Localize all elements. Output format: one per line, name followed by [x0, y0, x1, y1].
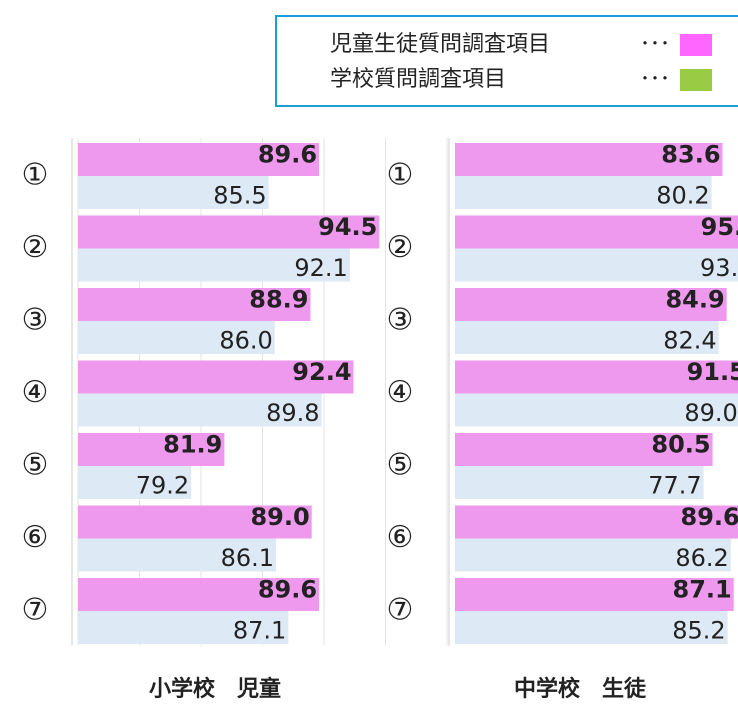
legend-dots: ･･･ [640, 32, 670, 56]
bar [78, 538, 277, 572]
bar [455, 248, 738, 282]
value-label: 91.5 [687, 358, 738, 386]
value-label: 89.8 [266, 399, 319, 427]
legend-dots: ･･･ [640, 67, 670, 91]
category-label: ③ [387, 303, 414, 338]
category-label: ② [22, 230, 49, 265]
value-label: 85.5 [213, 182, 266, 210]
value-label: 77.7 [648, 472, 701, 500]
value-label: 83.6 [661, 141, 720, 169]
bar [78, 215, 380, 249]
category-label: ① [22, 158, 49, 193]
value-label: 95.9 [701, 213, 738, 241]
category-label: ② [387, 230, 414, 265]
value-label: 81.9 [163, 431, 222, 459]
category-label: ⑤ [22, 448, 49, 483]
chart-title: 中学校 生徒 [514, 676, 647, 702]
bar [78, 360, 354, 394]
category-label: ⑥ [387, 520, 414, 555]
value-label: 85.2 [672, 617, 725, 645]
bar [455, 466, 704, 499]
value-label: 89.6 [258, 141, 317, 169]
bar [455, 611, 728, 644]
bar [455, 288, 727, 321]
value-label: 86.1 [221, 544, 274, 572]
bar [78, 143, 320, 176]
value-label: 87.1 [233, 617, 286, 645]
value-label: 87.1 [673, 576, 732, 604]
value-label: 92.1 [294, 254, 347, 282]
bar [455, 321, 719, 354]
value-label: 89.0 [684, 399, 737, 427]
category-label: ⑥ [22, 520, 49, 555]
legend-box [275, 15, 738, 107]
bar [455, 176, 712, 209]
legend-swatch [680, 34, 712, 56]
bar [455, 578, 734, 611]
bar [78, 578, 320, 611]
category-label: ③ [22, 303, 49, 338]
bar [78, 611, 289, 644]
value-label: 89.0 [250, 503, 309, 531]
value-label: 92.4 [292, 358, 351, 386]
bar [78, 288, 311, 321]
bar [455, 433, 713, 466]
category-label: ⑦ [387, 593, 414, 628]
bar [78, 393, 322, 427]
value-label: 80.5 [651, 431, 710, 459]
bar [78, 433, 225, 466]
legend-label: 児童生徒質問調査項目 [330, 32, 550, 57]
value-label: 89.6 [681, 503, 738, 531]
bar [455, 215, 738, 249]
bar [78, 176, 269, 209]
value-label: 89.6 [258, 576, 317, 604]
chart-title: 小学校 児童 [149, 676, 281, 702]
category-label: ⑦ [22, 593, 49, 628]
value-label: 94.5 [318, 213, 377, 241]
category-label: ① [387, 158, 414, 193]
legend-label: 学校質問調査項目 [330, 67, 506, 92]
bar [455, 360, 738, 394]
bar [455, 505, 738, 539]
category-label: ⑤ [387, 448, 414, 483]
bar [78, 248, 350, 282]
value-label: 84.9 [665, 286, 724, 314]
category-label: ④ [22, 375, 49, 410]
bar [455, 538, 731, 572]
bar [78, 321, 275, 354]
bar [78, 466, 192, 499]
value-label: 79.2 [136, 472, 189, 500]
value-label: 86.0 [219, 327, 272, 355]
value-label: 82.4 [663, 327, 716, 355]
bar [78, 505, 312, 539]
value-label: 80.2 [656, 182, 709, 210]
bar [455, 393, 738, 427]
bar [455, 143, 723, 176]
value-label: 88.9 [249, 286, 308, 314]
value-label: 86.2 [675, 544, 728, 572]
legend-swatch [680, 69, 712, 91]
value-label: 93.9 [700, 254, 738, 282]
category-label: ④ [387, 375, 414, 410]
